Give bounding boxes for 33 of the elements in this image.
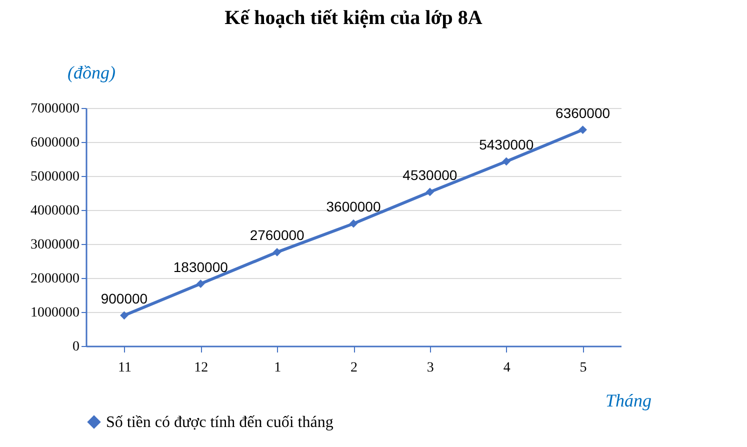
x-axis-title: Tháng: [605, 390, 652, 410]
data-label: 1830000: [173, 258, 228, 275]
point: [349, 219, 358, 228]
legend-label: Số tiền có được tính đến cuối tháng: [106, 414, 334, 431]
data-label: 2760000: [250, 227, 305, 244]
point: [120, 311, 128, 320]
data-label: 4530000: [402, 166, 458, 183]
y-tick-label: 5000000: [30, 170, 80, 184]
chart-title: Kế hoạch tiết kiệm của lớp 8A: [224, 7, 483, 29]
x-tick-label: 2: [350, 360, 358, 376]
point: [578, 126, 587, 134]
y-axis-title: (đồng): [68, 62, 116, 82]
point: [196, 280, 205, 288]
x-tick-label: 5: [580, 360, 587, 376]
data-label: 900000: [100, 290, 148, 306]
y-tick-label: 6000000: [30, 136, 80, 150]
point: [502, 157, 511, 166]
x-tick-label: 1: [274, 360, 282, 376]
y-tick-label: 7000000: [30, 102, 80, 116]
y-tick-label: 2000000: [30, 272, 80, 286]
data-label: 5430000: [479, 136, 534, 152]
x-tick-label: 4: [503, 360, 510, 376]
data-label: 3600000: [326, 198, 381, 215]
point: [426, 188, 434, 196]
x-tick-label: 11: [118, 360, 132, 376]
point: [272, 248, 282, 256]
x-tick-label: 12: [194, 360, 208, 376]
y-tick-label: 1000000: [30, 306, 80, 320]
y-tick-label: 0: [72, 340, 80, 354]
x-tick-label: 3: [426, 360, 434, 376]
data-label: 6360000: [556, 104, 610, 121]
y-tick-label: 3000000: [30, 238, 80, 252]
y-tick-label: 4000000: [30, 204, 80, 218]
